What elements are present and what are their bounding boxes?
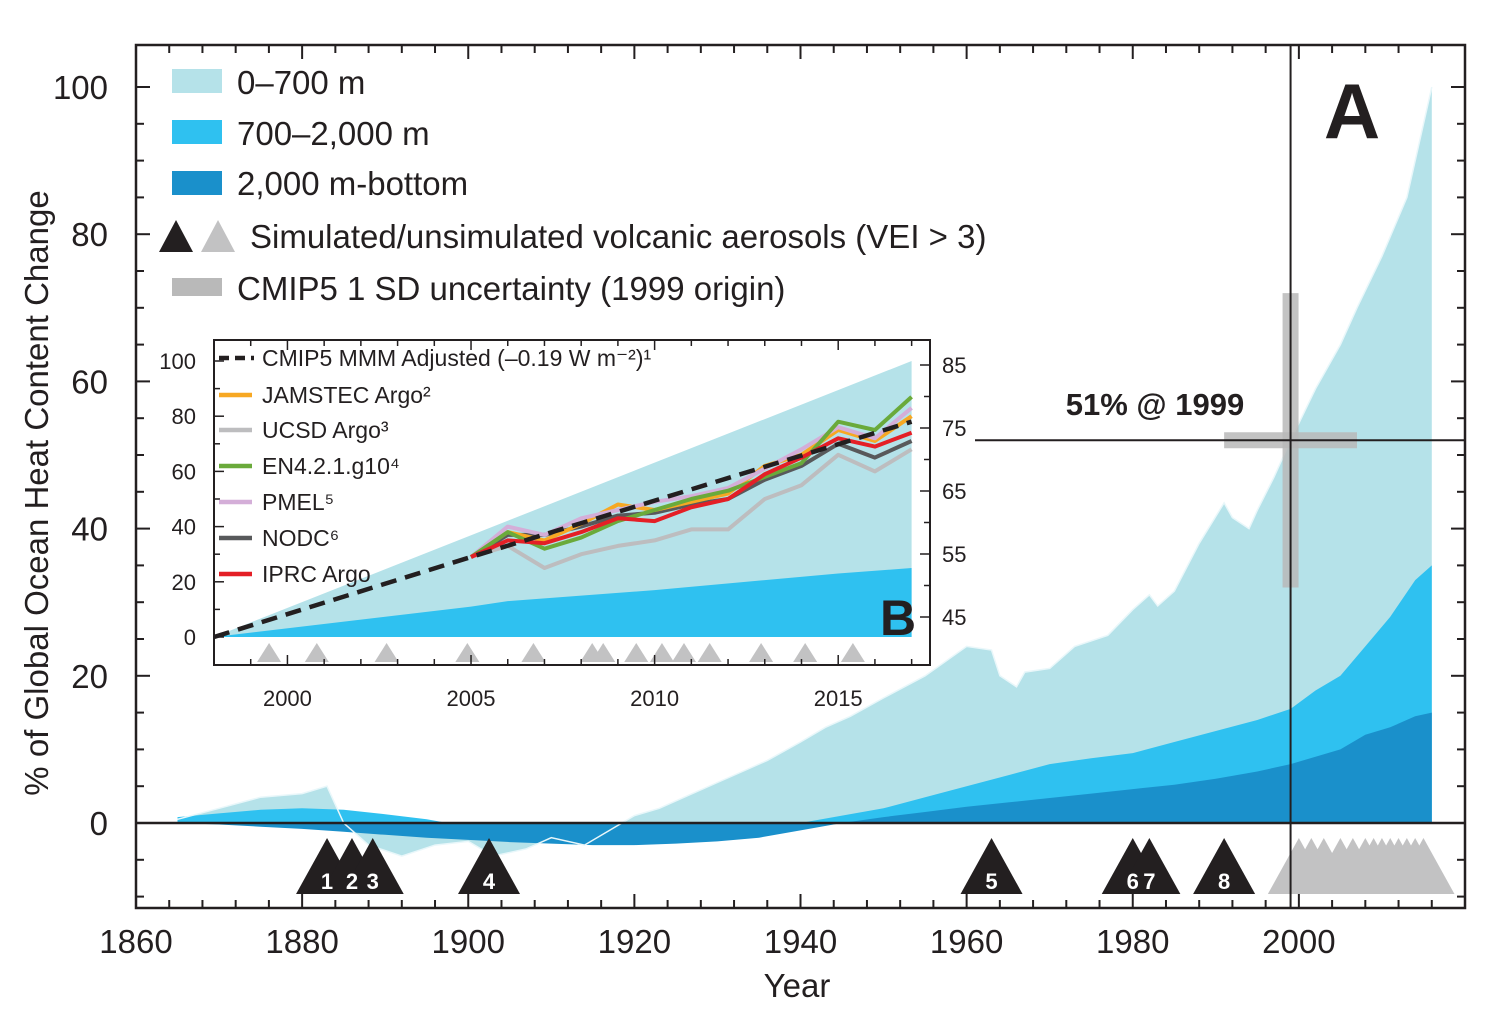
legend-entry: 0–700 m (237, 64, 365, 101)
legend-swatch (172, 171, 222, 195)
inset-legend-entry: PMEL⁵ (262, 489, 334, 515)
inset-series-line (470, 430, 913, 559)
legend-entry: Simulated/unsimulated volcanic aerosols … (250, 218, 986, 255)
y-tick-label: 20 (71, 658, 108, 695)
inset-area-700-2000 (214, 568, 912, 637)
inset-series-line (469, 395, 913, 559)
volcano-simulated-marker (1193, 838, 1256, 894)
inset-volcano-marker (793, 643, 818, 662)
inset-right-tick-label: 85 (942, 353, 966, 378)
y-tick-label: 100 (53, 69, 108, 106)
volcano-label: 4 (483, 869, 496, 894)
legend-swatch (172, 278, 222, 296)
y-axis-label: % of Global Ocean Heat Content Change (18, 190, 55, 795)
volcano-label: 8 (1218, 869, 1230, 894)
panel-a-letter: A (1324, 67, 1380, 155)
inset-volcano-marker (257, 643, 282, 662)
panel-a-legend: 0–700 m 700–2,000 m 2,000 m-bottom Simulate… (159, 64, 986, 307)
inset-y-tick-label: 60 (172, 459, 196, 484)
reference-annotation: 51% @ 1999 (1066, 387, 1244, 422)
inset-x-tick-label: 2010 (630, 686, 679, 711)
inset-volcano-marker (591, 643, 616, 662)
inset-legend-entry: NODC⁶ (262, 525, 339, 551)
inset-y-tick-label: 20 (172, 570, 196, 595)
legend-entry: 700–2,000 m (237, 115, 430, 152)
inset-cmip5-dashed-line (213, 419, 913, 640)
volcano-simulated-marker (341, 838, 404, 894)
inset-volcano-marker (374, 643, 399, 662)
inset-y-tick-label: 80 (172, 404, 196, 429)
inset-y-tick-label: 40 (172, 515, 196, 540)
inset-right-tick-label: 55 (942, 542, 966, 567)
legend-swatch (172, 120, 222, 144)
inset-right-tick-label: 65 (942, 479, 966, 504)
volcano-unsimulated-marker (1392, 838, 1455, 894)
inset-series-line (469, 414, 913, 559)
y-tick-label: 60 (71, 363, 108, 400)
volcano-simulated-marker (458, 838, 521, 894)
volcano-simulated-marker (960, 838, 1023, 894)
inset-x-tick-label: 2000 (263, 686, 312, 711)
inset-series-line (469, 406, 913, 559)
area-series (177, 712, 1432, 846)
inset-volcano-marker (649, 643, 674, 662)
inset-x-tick-label: 2015 (814, 686, 863, 711)
inset-legend-entry: IPRC Argo (262, 561, 371, 587)
inset-right-tick-label: 75 (942, 416, 966, 441)
inset-legend-entry: EN4.2.1.g10⁴ (262, 453, 400, 479)
volcano-label: 5 (985, 869, 997, 894)
y-tick-label: 0 (90, 805, 108, 842)
legend-entry: CMIP5 1 SD uncertainty (1999 origin) (237, 270, 785, 307)
x-tick-label: 1980 (1096, 923, 1169, 960)
inset-legend-entry: UCSD Argo³ (262, 417, 389, 443)
inset-legend-entry: CMIP5 MMM Adjusted (–0.19 W m⁻²)¹ (262, 345, 651, 371)
volcano-simulated-marker (1118, 838, 1181, 894)
inset-volcano-marker (697, 643, 722, 662)
legend-volcano-simulated-marker (159, 220, 193, 252)
x-tick-label: 1880 (265, 923, 338, 960)
inset-area-0-700 (214, 361, 912, 637)
volcano-label: 1 (321, 869, 333, 894)
inset-volcano-marker (671, 643, 696, 662)
volcano-label: 3 (367, 869, 379, 894)
x-axis-label: Year (764, 967, 831, 1004)
x-tick-label: 1960 (930, 923, 1003, 960)
inset-y-tick-label: 100 (159, 349, 196, 374)
y-tick-label: 40 (71, 511, 108, 548)
x-tick-label: 1860 (99, 923, 172, 960)
x-tick-label: 2000 (1262, 923, 1335, 960)
inset-volcano-marker (624, 643, 649, 662)
inset-x-tick-label: 2005 (447, 686, 496, 711)
volcano-label: 6 (1127, 869, 1139, 894)
area-edge-line (177, 86, 1433, 857)
panel-b-legend: CMIP5 MMM Adjusted (–0.19 W m⁻²)¹ JAMSTEC… (219, 345, 651, 587)
y-tick-label: 80 (71, 216, 108, 253)
inset-volcano-marker (840, 643, 865, 662)
legend-volcano-unsimulated-marker (201, 220, 235, 252)
panel-b-letter: B (880, 590, 916, 646)
x-tick-label: 1940 (764, 923, 837, 960)
legend-swatch (172, 69, 222, 93)
volcano-label: 7 (1143, 869, 1155, 894)
panel-b: 2000 2005 2010 2015 0 20 40 60 80 100 45 55 65 75 85 (159, 340, 966, 711)
inset-y-tick-label: 0 (184, 625, 196, 650)
inset-volcano-marker (455, 643, 480, 662)
x-tick-label: 1920 (598, 923, 671, 960)
volcano-label: 2 (346, 869, 358, 894)
inset-legend-entry: JAMSTEC Argo² (262, 382, 431, 408)
area-series (177, 565, 1432, 844)
inset-right-tick-label: 45 (942, 605, 966, 630)
area-series (177, 87, 1432, 857)
inset-series-line (470, 447, 913, 570)
inset-volcano-marker (304, 643, 329, 662)
inset-volcano-marker (521, 643, 546, 662)
x-tick-label: 1900 (432, 923, 505, 960)
legend-entry: 2,000 m-bottom (237, 165, 468, 202)
inset-volcano-marker (749, 643, 774, 662)
